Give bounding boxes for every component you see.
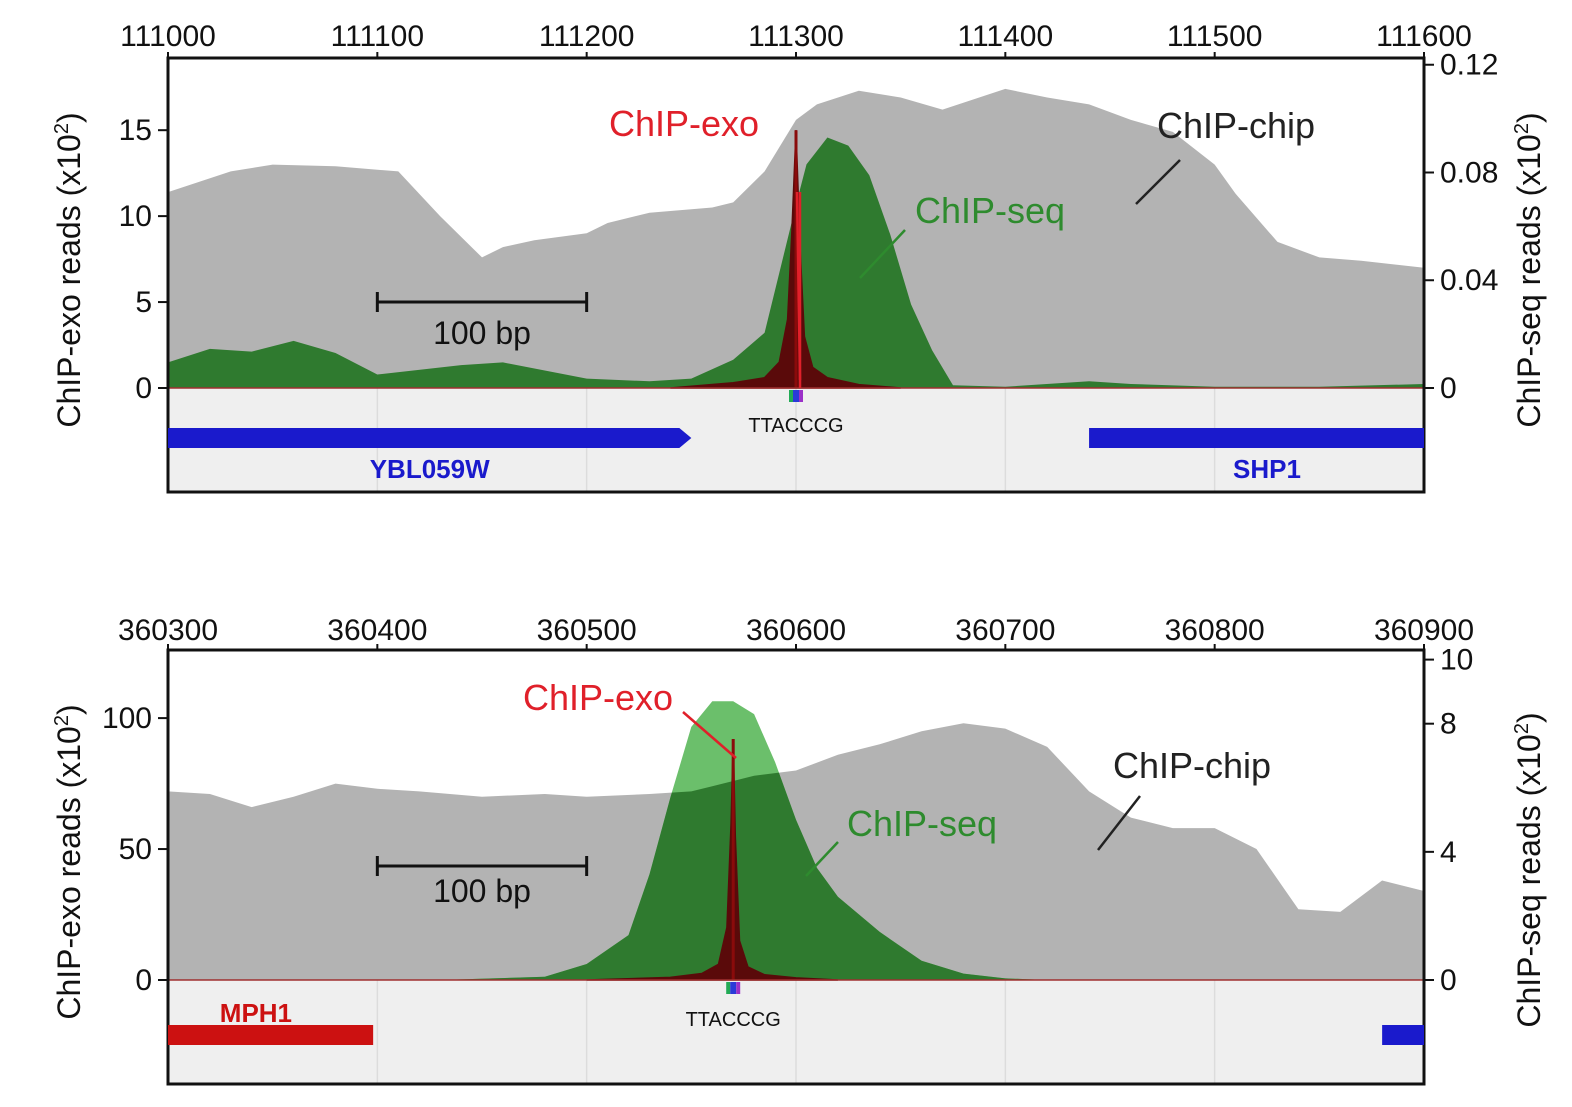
top-tick-label: 111200: [539, 20, 635, 53]
right-axis-title-main: ChIP-seq reads (x10: [1511, 134, 1547, 427]
left-axis-title: ChIP-exo reads (x102): [51, 704, 87, 1019]
right-axis-title: ChIP-seq reads (x102): [1511, 112, 1547, 427]
motif-mark-green: [789, 390, 793, 402]
right-tick-label: 0.12: [1440, 49, 1498, 82]
motif-mark-blue: [730, 982, 737, 994]
leader-chip-seq: [859, 229, 906, 279]
scale-bar-label: 100 bp: [433, 873, 531, 909]
left-axis-title-main: ChIP-exo reads (x10: [51, 726, 87, 1019]
right-axis-title-sup: 2: [1511, 123, 1533, 134]
right-axis-title: ChIP-seq reads (x102): [1511, 712, 1547, 1027]
right-axis-title-main: ChIP-seq reads (x10: [1511, 734, 1547, 1027]
top-tick-label: 111000: [120, 20, 216, 53]
motif-mark-purple: [736, 982, 741, 994]
label-chip-seq: ChIP-seq: [915, 190, 1065, 231]
label-chip-chip: ChIP-chip: [1113, 745, 1271, 786]
left-axis-title-main: ChIP-exo reads (x10: [51, 134, 87, 427]
top-tick-label: 111500: [1167, 20, 1263, 53]
left-tick-label: 10: [119, 200, 152, 233]
left-tick-label: 0: [135, 372, 152, 405]
top-tick-label: 360300: [118, 614, 218, 647]
leader-chip-chip: [1097, 795, 1141, 851]
motif-mark-purple: [799, 390, 803, 402]
gene-label: YBL059W: [370, 454, 490, 484]
motif-mark-blue: [793, 390, 799, 402]
left-tick-label: 50: [119, 833, 152, 866]
gene-bar: [168, 1025, 374, 1045]
scale-bar-label: 100 bp: [433, 315, 531, 351]
top-tick-label: 360600: [746, 614, 846, 647]
right-axis-title-end: ): [1511, 112, 1547, 123]
motif-mark-green: [726, 982, 731, 994]
right-axis-title-sup: 2: [1511, 723, 1533, 734]
right-tick-label: 4: [1440, 836, 1457, 869]
top-tick-label: 111400: [958, 20, 1054, 53]
top-tick-label: 111100: [331, 20, 424, 53]
top-tick-label: 360900: [1374, 614, 1474, 647]
gene-label: MPH1: [220, 998, 292, 1028]
label-chip-exo: ChIP-exo: [609, 103, 759, 144]
left-tick-label: 100: [102, 702, 152, 735]
right-tick-label: 10: [1440, 644, 1473, 677]
motif-sequence: TTACCCG: [748, 415, 843, 437]
chip-seq-area: [168, 723, 1424, 980]
right-axis-title-end: ): [1511, 712, 1547, 723]
left-tick-label: 5: [135, 286, 152, 319]
top-tick-label: 111300: [748, 20, 844, 53]
gene-bar: [1089, 428, 1424, 448]
left-axis-title-end: ): [51, 112, 87, 123]
motif-sequence: TTACCCG: [686, 1009, 781, 1031]
panel-bottom: 360300 360400 360500 360600 360700 360800 3609…: [51, 614, 1547, 1086]
left-axis-title-end: ): [51, 704, 87, 715]
right-tick-label: 8: [1440, 708, 1457, 741]
label-chip-exo: ChIP-exo: [523, 677, 673, 718]
left-axis-title-sup: 2: [51, 123, 73, 134]
top-tick-label: 360700: [955, 614, 1055, 647]
left-tick-label: 15: [119, 114, 152, 147]
left-tick-label: 0: [135, 964, 152, 997]
leader-chip-exo: [682, 711, 737, 759]
gene-bar: [1382, 1025, 1424, 1045]
label-chip-chip: ChIP-chip: [1157, 105, 1315, 146]
leader-chip-seq: [805, 841, 839, 877]
panel-top: 111000 111100 111200 111300 111400 111500 1116…: [51, 20, 1547, 494]
top-tick-label: 360500: [537, 614, 637, 647]
top-tick-label: 360800: [1165, 614, 1265, 647]
left-axis-title: ChIP-exo reads (x102): [51, 112, 87, 427]
label-chip-seq: ChIP-seq: [847, 803, 997, 844]
top-tick-label: 360400: [327, 614, 427, 647]
right-tick-label: 0: [1440, 964, 1457, 997]
left-axis-title-sup: 2: [51, 715, 73, 726]
gene-bar: [168, 428, 692, 448]
gene-label: SHP1: [1233, 454, 1301, 484]
top-tick-label: 111600: [1376, 20, 1472, 53]
right-tick-label: 0.08: [1440, 156, 1498, 189]
right-tick-label: 0.04: [1440, 264, 1498, 297]
leader-chip-chip: [1135, 159, 1181, 205]
right-tick-label: 0: [1440, 372, 1457, 405]
